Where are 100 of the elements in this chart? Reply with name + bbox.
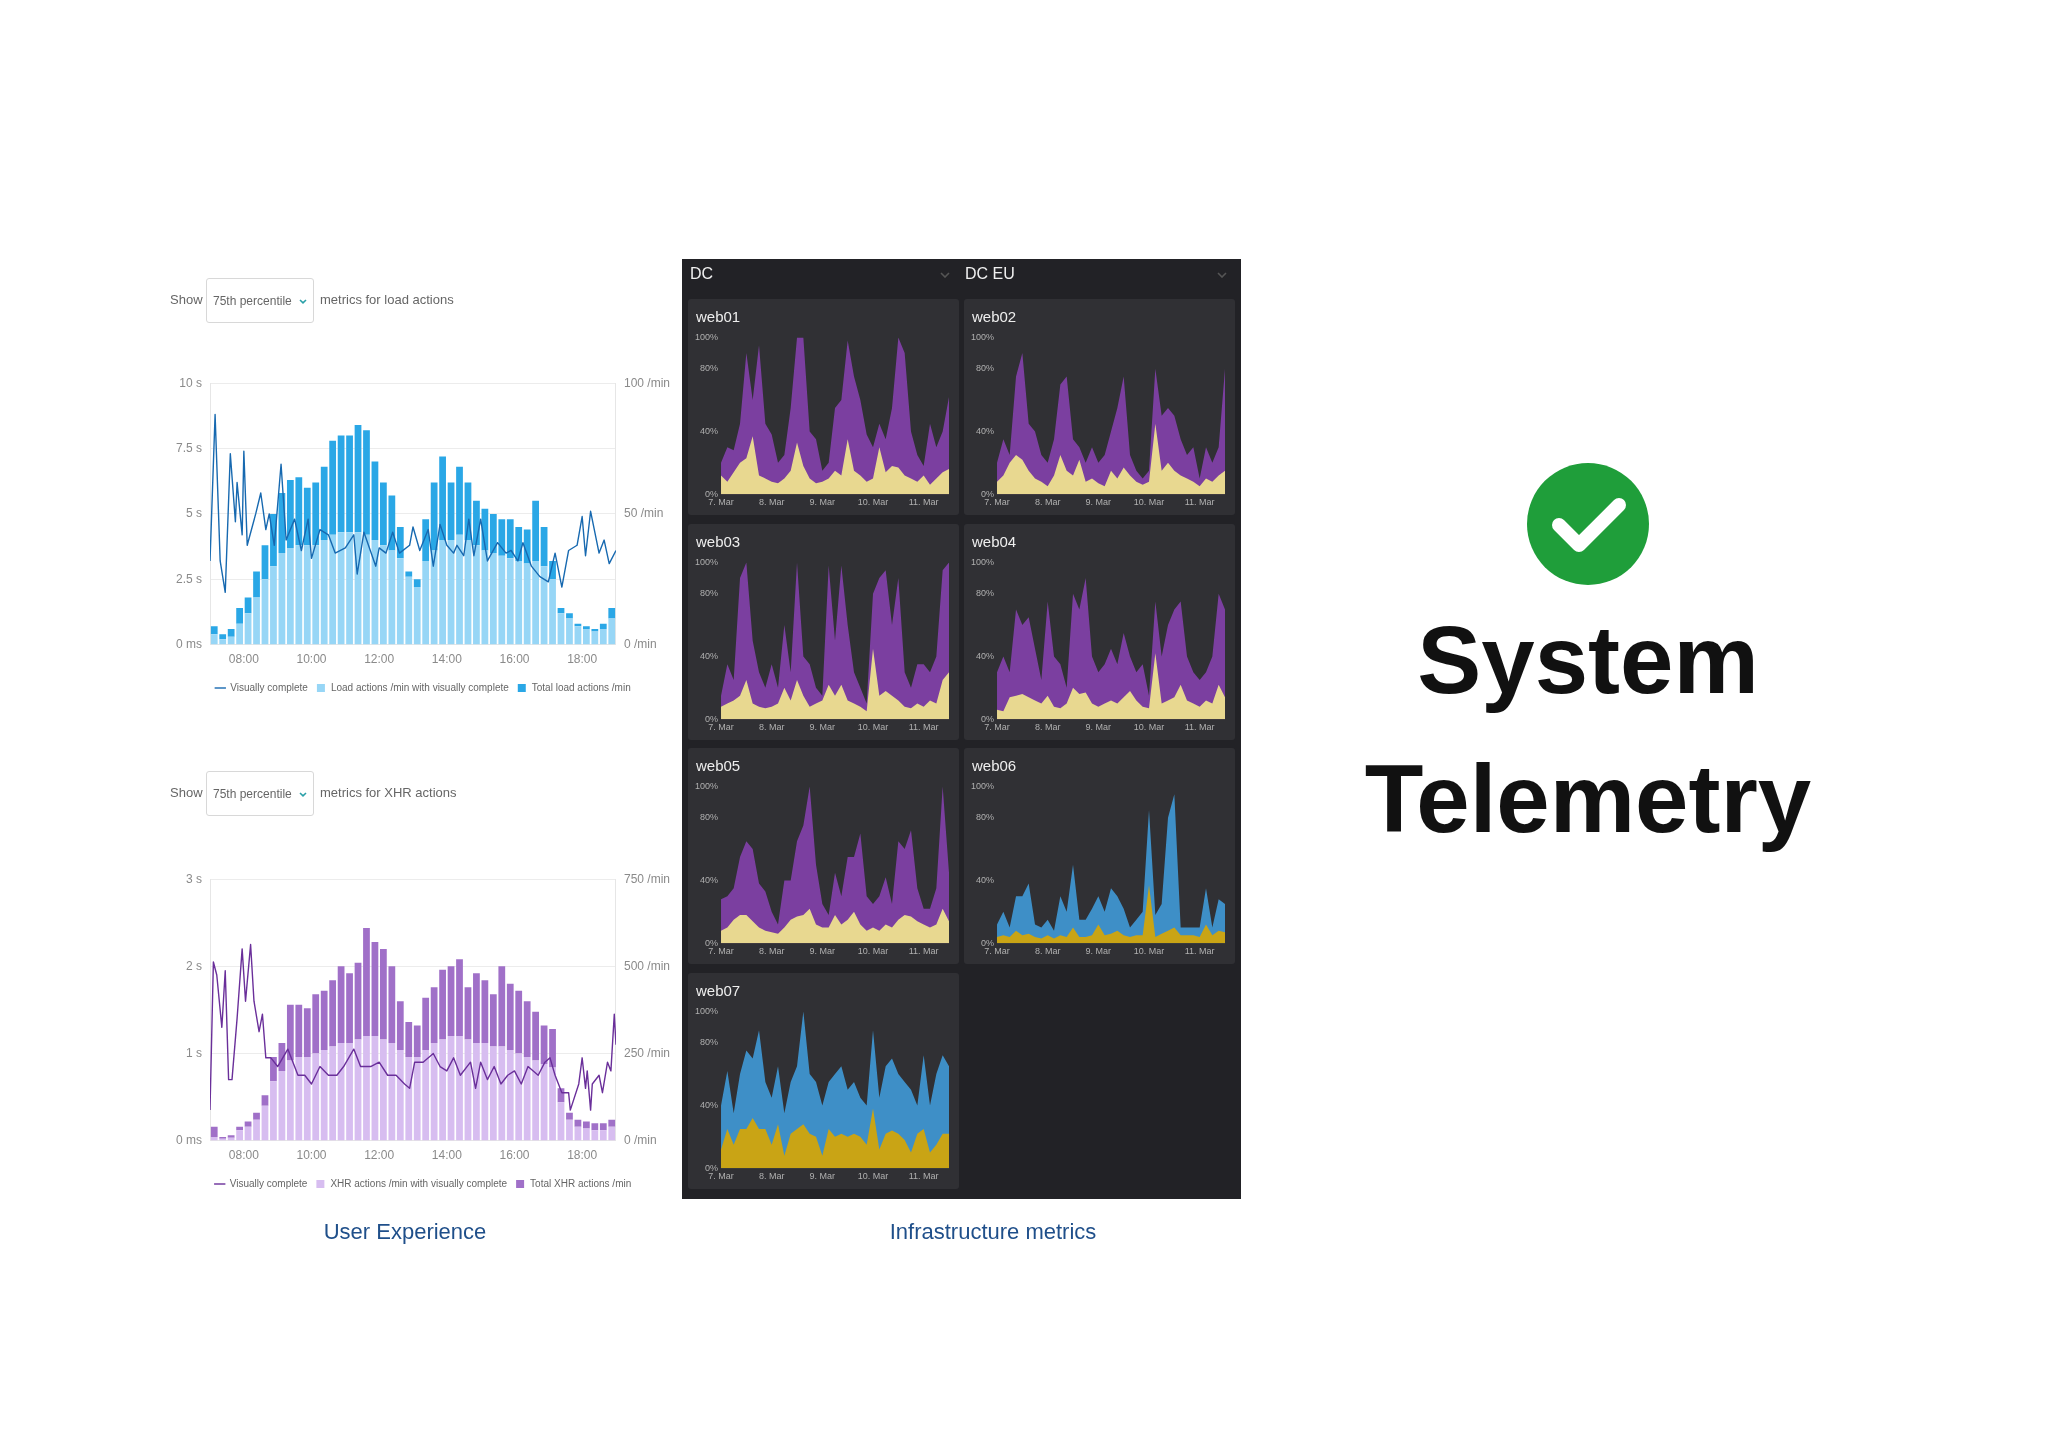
x-tick-label: 10. Mar [1133,946,1165,957]
bar [346,1043,353,1141]
legend-label: Visually complete [229,1177,308,1189]
bar [236,608,243,624]
x-tick-label: 8. Mar [758,946,785,957]
x-tick-label: 11. Mar [908,497,939,508]
text: System Telemetry [1363,605,1813,854]
y2-tick-label: 100 /min [623,375,671,390]
bar [549,1029,556,1068]
y-tick-label: 0% [981,713,995,724]
y-tick-label: 2 s [185,958,202,973]
x-tick-label: 11. Mar [1184,946,1215,957]
x-tick-label: 9. Mar [809,722,836,733]
x-tick-label: 11. Mar [908,722,939,733]
bar [270,566,277,645]
bar [363,534,370,645]
bar [566,618,573,645]
bar [413,579,421,588]
text: 75th percentile [213,786,292,803]
x-tick-label: 9. Mar [809,1171,836,1182]
y-tick-label: 100% [970,556,995,567]
x-tick-label: 7. Mar [708,722,734,733]
bar [270,1056,277,1082]
bar [270,1081,277,1141]
bar [261,1095,269,1106]
x-tick-label: 11. Mar [1184,497,1215,508]
y-tick-label: 40% [700,1099,719,1110]
y-tick-label: 80% [976,588,995,599]
bar [346,532,353,645]
x-tick-label: 7. Mar [708,946,734,957]
y2-tick-label: 250 /min [623,1045,671,1060]
y-tick-label: 0% [705,937,719,948]
bar [253,597,260,645]
x-tick-label: 11. Mar [908,946,939,957]
bar [456,959,463,1037]
text: 75th percentile [213,293,292,310]
chart-title: web01 [696,308,741,325]
x-tick-label: 14:00 [431,1148,463,1163]
y-tick-label: 40% [976,650,995,661]
x-tick-label: 7. Mar [708,497,734,508]
bar [396,526,404,559]
x-tick-label: 14:00 [431,652,463,667]
y-tick-label: 40% [700,874,719,885]
bar [473,545,480,645]
x-tick-label: 8. Mar [1034,722,1061,733]
bar [253,1112,260,1120]
x-tick-label: 9. Mar [1085,497,1112,508]
bar [363,430,370,535]
chart-title: web06 [972,757,1017,774]
y-tick-label: 80% [976,363,995,374]
y-tick-label: 3 s [185,871,202,886]
x-tick-label: 7. Mar [984,946,1010,957]
text: DC EU [965,264,1015,284]
x-tick-label: 8. Mar [758,722,785,733]
bar [219,634,227,640]
x-tick-label: 11. Mar [1184,722,1215,733]
bar [456,466,463,535]
x-tick-label: 7. Mar [984,722,1010,733]
bar [363,1036,370,1141]
y-tick-label: 10 s [179,375,203,390]
legend-label: Total XHR actions /min [530,1177,632,1189]
x-tick-label: 10. Mar [857,722,889,733]
y-tick-label: 80% [700,1037,719,1048]
text: Show [170,291,203,309]
x-tick-label: 8. Mar [1034,946,1061,957]
x-tick-label: 11. Mar [908,1171,939,1182]
legend-label: Load actions /min with visually complete [330,681,510,693]
bar [456,534,463,645]
y-tick-label: 80% [700,363,719,374]
y-tick-label: 40% [700,425,719,436]
y-tick-label: 40% [700,650,719,661]
legend-label: XHR actions /min with visually complete [330,1177,508,1189]
x-tick-label: 9. Mar [809,497,836,508]
chart-title: web02 [972,308,1017,325]
y-tick-label: 80% [700,812,719,823]
x-tick-label: 18:00 [567,652,598,667]
text: User Experience [323,1219,487,1245]
y-tick-label: 100% [694,556,719,567]
bar [346,973,353,1044]
y-tick-label: 0% [705,488,719,499]
y-tick-label: 100% [694,780,719,791]
bar [363,928,370,1037]
bar [210,626,218,635]
x-tick-label: 18:00 [567,1148,598,1163]
text: DC [690,264,714,284]
x-tick-label: 16:00 [499,652,530,667]
legend-label: Total load actions /min [531,681,631,693]
y-tick-label: 5 s [186,506,203,521]
x-tick-label: 10. Mar [1133,722,1165,733]
bar [582,626,590,629]
text: metrics for XHR actions [320,784,457,802]
y2-tick-label: 0 /min [623,1132,657,1147]
y-tick-label: 80% [976,812,995,823]
x-tick-label: 08:00 [228,652,260,667]
x-tick-label: 8. Mar [758,497,785,508]
bar [566,1119,573,1141]
x-tick-label: 08:00 [228,1148,260,1163]
y-tick-label: 40% [976,425,995,436]
y-tick-label: 0 ms [176,636,203,651]
bar [464,987,472,1040]
